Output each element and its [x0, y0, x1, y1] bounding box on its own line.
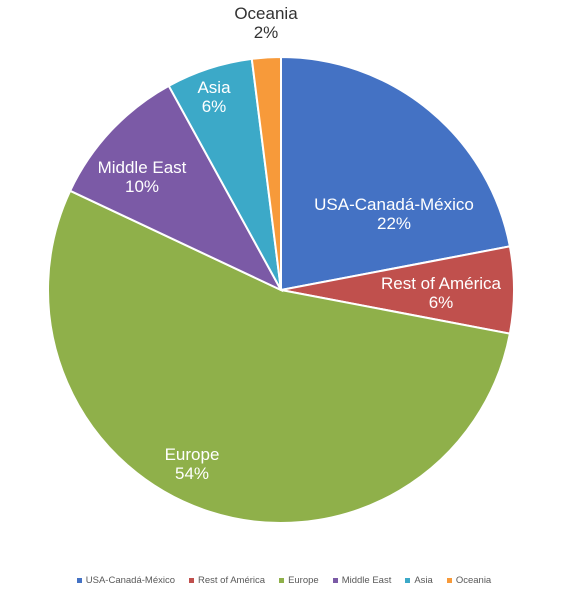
pie-slices — [47, 55, 515, 524]
slice-percent-label: 6% — [202, 97, 227, 116]
legend-swatch — [189, 577, 194, 583]
pie-slice-usa-canad-m-xico — [280, 55, 512, 292]
legend-swatch — [279, 577, 285, 583]
slice-category-label: Rest of América — [381, 274, 502, 293]
slice-label: Asia 6% — [197, 78, 231, 116]
slice-label: Oceania 2% — [234, 4, 298, 42]
slice-label: Rest of América 6% — [381, 274, 502, 312]
legend-swatch — [446, 577, 452, 583]
legend-label: Europe — [288, 574, 319, 586]
slice-label: Middle East 10% — [98, 158, 187, 196]
chart-legend: USA-Canadá-México Rest of América Europe Mi… — [0, 572, 568, 588]
pie-slice-oceania — [250, 55, 282, 291]
legend-item: Oceania — [446, 574, 492, 586]
slice-label: USA-Canadá-México 22% — [314, 195, 474, 233]
slice-category-label: Europe — [165, 445, 220, 464]
legend-label: Rest of América — [198, 574, 266, 586]
legend-swatch — [405, 577, 411, 583]
legend-item: USA-Canadá-México — [76, 574, 175, 586]
legend-item: Asia — [405, 574, 433, 586]
pie-slice-middle-east — [68, 84, 284, 293]
legend-swatch — [332, 577, 338, 583]
legend-label: USA-Canadá-México — [85, 574, 175, 586]
slice-category-label: Oceania — [234, 4, 298, 23]
pie-slice-europe — [47, 189, 512, 524]
legend-item: Middle East — [332, 574, 392, 586]
slice-category-label: Asia — [197, 78, 231, 97]
legend-label: Oceania — [455, 574, 492, 586]
slice-category-label: Middle East — [98, 158, 187, 177]
slice-percent-label: 22% — [377, 214, 411, 233]
legend-item: Rest of América — [189, 575, 265, 586]
slice-percent-label: 10% — [125, 177, 159, 196]
slice-percent-label: 54% — [175, 464, 209, 483]
legend-label: Asia — [414, 574, 433, 586]
slice-category-label: USA-Canadá-México — [314, 195, 474, 214]
slice-percent-label: 6% — [429, 293, 454, 312]
slice-label: Europe 54% — [165, 445, 220, 483]
slice-labels: USA-Canadá-México 22%Rest of América 6%Eur… — [98, 4, 502, 483]
legend-label: Middle East — [341, 574, 392, 586]
slice-percent-label: 2% — [254, 23, 279, 42]
legend-swatch — [76, 577, 82, 583]
legend-item: Europe — [279, 575, 319, 586]
